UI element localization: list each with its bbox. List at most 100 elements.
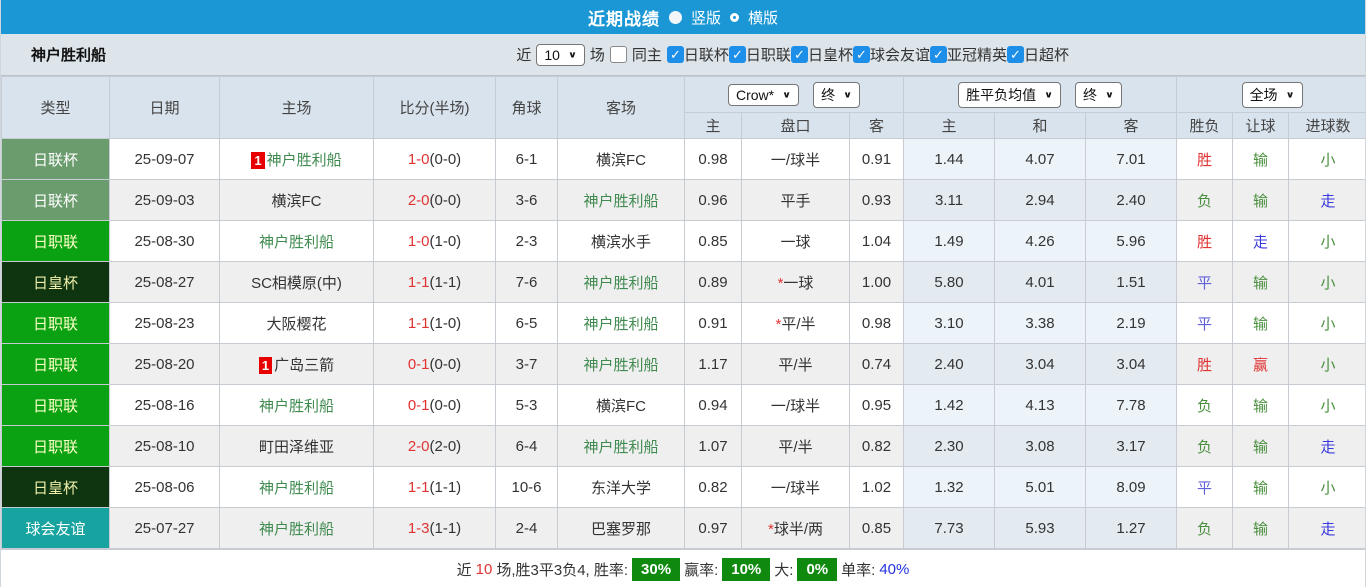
type-cell: 球会友谊 <box>1 507 110 549</box>
avg-away-cell: 1.27 <box>1085 507 1178 549</box>
corners-cell: 2-4 <box>495 507 558 549</box>
avg-draw-cell: 5.93 <box>994 507 1087 549</box>
league-checkbox-0[interactable]: ✓ <box>666 46 684 63</box>
odds-final-select-1[interactable]: 终 ∨ <box>813 81 860 108</box>
league-label-2[interactable]: 日皇杯 <box>807 47 853 64</box>
home-team-cell: 神户胜利船 <box>219 220 374 262</box>
handicap-cell: 平/半 <box>741 343 850 385</box>
chevron-down-icon: ∨ <box>843 90 852 100</box>
chevron-down-icon: ∨ <box>1044 90 1054 100</box>
single-rate-value: 40% <box>879 560 910 578</box>
col-header-score: 比分(半场) <box>373 76 496 139</box>
corners-cell: 3-7 <box>495 343 558 385</box>
league-checkbox-3[interactable]: ✓ <box>852 46 870 63</box>
single-rate-label: 单率: <box>841 561 876 579</box>
summary-bar: 近 10 场,胜3平3负4, 胜率: 30% 赢率: 10% 大: 0% 单率: 40… <box>1 549 1365 587</box>
league-checkbox-4[interactable]: ✓ <box>929 46 947 63</box>
date-cell: 25-08-23 <box>109 302 220 344</box>
score-cell: 1-3(1-1) <box>373 507 496 549</box>
odds-source-select[interactable]: Crow* ∨ <box>728 83 800 106</box>
handicap-cell: 一球 <box>741 220 850 262</box>
league-checkbox-1[interactable]: ✓ <box>728 46 746 63</box>
score-cell: 0-1(0-0) <box>373 384 496 426</box>
away-odds-cell: 0.74 <box>848 343 905 385</box>
same-home-label[interactable]: 同主 <box>631 47 662 64</box>
result-handicap-cell: 输 <box>1232 425 1290 467</box>
away-team-cell: 神户胜利船 <box>557 302 685 344</box>
date-cell: 25-09-03 <box>109 179 220 221</box>
table-row: 日联杯 25-09-07 1 神户胜利船 1-0(0-0) 6-1 横滨FC 0.… <box>1 138 1365 180</box>
league-label-5[interactable]: 日超杯 <box>1023 47 1069 64</box>
avg-home-cell: 2.30 <box>903 425 996 467</box>
date-cell: 25-08-20 <box>109 343 220 385</box>
home-odds-cell: 0.98 <box>684 138 742 180</box>
result-handicap-cell: 输 <box>1232 466 1290 508</box>
col-header-date: 日期 <box>109 76 220 139</box>
col-header-type: 类型 <box>1 76 110 139</box>
handicap-cell: 一/球半 <box>741 466 850 508</box>
league-label-4[interactable]: 亚冠精英 <box>946 47 1007 64</box>
away-odds-cell: 1.02 <box>848 466 905 508</box>
sub-header-goals: 进球数 <box>1288 112 1365 139</box>
avg-away-cell: 1.51 <box>1085 261 1178 303</box>
corners-cell: 5-3 <box>495 384 558 426</box>
away-odds-cell: 0.85 <box>848 507 905 549</box>
avg-away-cell: 7.78 <box>1085 384 1178 426</box>
odds-final-select-2[interactable]: 终 ∨ <box>1075 81 1122 108</box>
vertical-layout-label[interactable]: 竖版 <box>690 9 721 27</box>
sub-header-away-odds: 客 <box>848 112 905 139</box>
type-cell: 日职联 <box>1 384 110 426</box>
home-odds-cell: 0.85 <box>684 220 742 262</box>
avg-away-cell: 2.40 <box>1085 179 1178 221</box>
avg-draw-cell: 4.13 <box>994 384 1087 426</box>
horizontal-layout-radio[interactable] <box>730 12 739 22</box>
league-label-0[interactable]: 日联杯 <box>683 47 729 64</box>
rank-badge: 1 <box>258 356 273 374</box>
avg-away-cell: 3.17 <box>1085 425 1178 467</box>
sub-header-wdl: 胜负 <box>1176 112 1234 139</box>
col-header-home: 主场 <box>219 76 374 139</box>
avg-type-select[interactable]: 胜平负均值 ∨ <box>958 81 1062 108</box>
avg-home-cell: 3.11 <box>903 179 996 221</box>
avg-home-cell: 7.73 <box>903 507 996 549</box>
handicap-rate-badge: 10% <box>722 557 771 581</box>
type-cell: 日皇杯 <box>1 466 110 508</box>
win-rate-badge: 30% <box>632 557 681 581</box>
home-odds-cell: 0.91 <box>684 302 742 344</box>
table-row: 日职联 25-08-23 大阪樱花 1-1(1-0) 6-5 神户胜利船 0.9… <box>1 302 1365 344</box>
home-team-cell: 1 广岛三箭 <box>219 343 374 385</box>
filters-group: 近 10 ∨ 场 同主 ✓ 日联杯 ✓ 日职联 ✓ 日皇杯 ✓ 球会友谊 ✓ 亚冠精英 ✓ 日超杯 <box>516 43 1069 66</box>
result-wdl-cell: 负 <box>1176 384 1234 426</box>
vertical-layout-radio[interactable] <box>668 10 682 24</box>
result-wdl-cell: 胜 <box>1176 343 1234 385</box>
near-label: 近 <box>516 47 532 64</box>
league-label-3[interactable]: 球会友谊 <box>869 47 930 64</box>
league-label-1[interactable]: 日职联 <box>745 47 791 64</box>
result-wdl-cell: 胜 <box>1176 220 1234 262</box>
games-label: 场 <box>589 47 605 64</box>
away-odds-cell: 0.82 <box>848 425 905 467</box>
same-home-checkbox[interactable] <box>609 46 627 63</box>
team-name-title: 神户胜利船 <box>31 47 107 64</box>
league-checkbox-2[interactable]: ✓ <box>790 46 808 63</box>
table-row: 日联杯 25-09-03 横滨FC 2-0(0-0) 3-6 神户胜利船 0.9… <box>1 179 1365 221</box>
away-odds-cell: 1.04 <box>848 220 905 262</box>
avg-away-cell: 5.96 <box>1085 220 1178 262</box>
corners-cell: 6-1 <box>495 138 558 180</box>
league-checkbox-5[interactable]: ✓ <box>1006 46 1024 63</box>
away-odds-cell: 1.00 <box>848 261 905 303</box>
result-wdl-cell: 负 <box>1176 507 1234 549</box>
handicap-cell: 一/球半 <box>741 384 850 426</box>
col-header-away: 客场 <box>557 76 685 139</box>
result-goals-cell: 小 <box>1288 384 1365 426</box>
scope-select[interactable]: 全场 ∨ <box>1241 81 1303 108</box>
corners-cell: 7-6 <box>495 261 558 303</box>
table-row: 日皇杯 25-08-27 SC相模原(中) 1-1(1-1) 7-6 神户胜利船… <box>1 261 1365 303</box>
filter-bar: 神户胜利船 近 10 ∨ 场 同主 ✓ 日联杯 ✓ 日职联 ✓ 日皇杯 ✓ 球会友谊 ✓ 亚冠精英 ✓… <box>1 34 1365 76</box>
recent-count-select[interactable]: 10 ∨ <box>536 43 585 66</box>
horizontal-layout-label[interactable]: 横版 <box>748 9 779 27</box>
away-team-cell: 横滨FC <box>557 138 685 180</box>
type-cell: 日联杯 <box>1 138 110 180</box>
big-rate-badge: 0% <box>797 557 838 581</box>
date-cell: 25-08-27 <box>109 261 220 303</box>
